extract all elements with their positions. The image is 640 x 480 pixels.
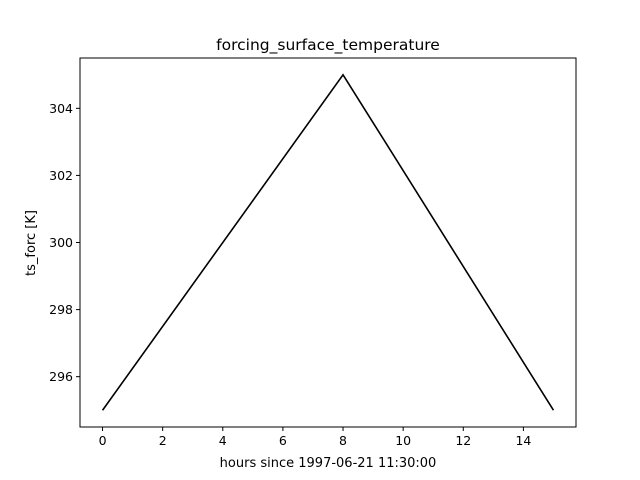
x-tick-label: 14: [515, 433, 531, 448]
x-axis-label: hours since 1997-06-21 11:30:00: [220, 456, 437, 471]
x-tick-label: 8: [339, 433, 347, 448]
x-tick-label: 2: [159, 433, 167, 448]
x-tick-label: 12: [455, 433, 471, 448]
y-tick-label: 300: [49, 235, 73, 250]
y-tick-label: 302: [49, 168, 73, 183]
x-tick-label: 0: [99, 433, 107, 448]
series-line-0: [101, 73, 555, 411]
y-tick-label: 298: [49, 302, 73, 317]
y-tick-label: 296: [49, 369, 73, 384]
x-tick-label: 4: [219, 433, 227, 448]
chart-title: forcing_surface_temperature: [216, 36, 440, 55]
y-axis-label: ts_forc [K]: [24, 210, 39, 276]
x-tick-label: 6: [279, 433, 287, 448]
y-tick-label: 304: [49, 101, 73, 116]
plot-area: 0 2 4 6 8 10 12 14 296 298 300 302 304: [49, 57, 577, 448]
x-tick-label: 10: [395, 433, 411, 448]
